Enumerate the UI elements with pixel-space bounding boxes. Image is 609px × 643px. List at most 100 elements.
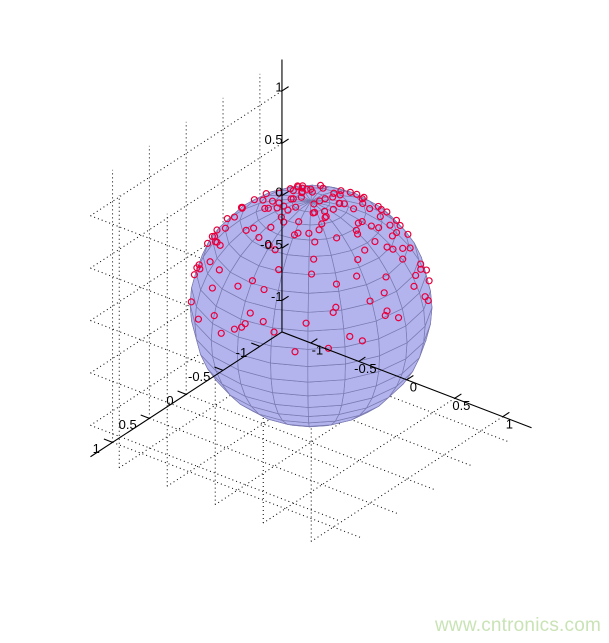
sphere-mesh-face [307,309,345,332]
scatter-point [187,298,195,306]
scatter-point [383,243,391,251]
scatter-point [383,307,391,315]
scatter-point [237,323,246,331]
scatter-point [302,319,310,327]
scatter-point [284,206,292,214]
z-tick-3-label: -0.5 [260,237,282,252]
scatter-point [389,245,397,253]
scatter-points-layer [187,181,433,356]
scatter-point [230,325,239,333]
x-tick-1-label: -0.5 [354,361,376,376]
x-tick-4-mark [502,411,510,418]
scatter-point [203,239,212,248]
scatter-point [337,187,345,195]
y-tick-0-mark [103,438,113,443]
scatter-point [352,226,360,234]
scatter-point [354,255,362,264]
sphere-mesh-face [277,271,310,294]
grid-line-wall-y-horz [90,215,341,312]
scatter-point [267,223,275,231]
scatter-point [216,241,224,249]
scatter-point [358,337,366,345]
y-tick-1-mark [140,414,150,419]
sphere-mesh-face [307,363,346,383]
scatter-point [289,187,297,195]
scatter-point [190,271,198,279]
scatter-point [361,246,369,254]
scatter-point [371,237,379,246]
scatter-point [340,200,348,208]
scatter-point [255,233,263,242]
scatter-point [221,224,230,232]
scatter-point [399,244,407,252]
scatter-point [410,282,418,290]
scatter-point [358,217,366,226]
grid-line-floor-y [112,441,363,539]
scatter-point [353,190,361,198]
scatter-point [332,280,341,288]
z-tick-2-label: 0 [275,184,282,199]
scatter-point [336,191,344,199]
scatter-point [366,204,374,213]
scatter-point [353,272,361,280]
scatter-point [294,183,302,191]
z-tick-0-label: 1 [275,80,282,95]
scatter-point [217,329,225,337]
z-tick-4-label: -1 [271,289,283,304]
axis-lines-layer [90,59,532,458]
scatter-point [265,241,273,249]
scatter-point [305,229,313,237]
scatter-point [242,226,250,234]
x-tick-0-label: -1 [312,343,324,358]
x-tick-2-mark [406,375,414,381]
y-tick-3-label: -0.5 [188,369,210,384]
scatter-point [392,228,401,237]
scatter-point [329,193,337,201]
scatter-point [386,221,394,229]
scatter-point [213,226,221,234]
scatter-point [329,308,337,317]
scatter-point [425,277,433,285]
scatter-point [358,195,366,203]
grid-line-wall-y-horz [90,372,341,470]
y-tick-4-label: -1 [236,345,248,360]
scatter-point [259,196,267,204]
scatter-point [277,213,285,221]
z-tick-2-mark [281,190,289,197]
sphere-mesh-face [272,308,309,332]
scatter-point [417,265,425,273]
scatter-point [230,213,239,221]
scatter-point [259,317,267,326]
grid-line-wall-y-horz [90,267,341,365]
scatter-point [298,188,306,196]
scatter-point [377,205,385,214]
scatter-point [307,270,316,278]
scatter-point [295,218,303,226]
grid-line-floor-y [149,417,400,515]
sphere-mesh-face [307,290,343,313]
y-tick-3-mark [214,366,224,371]
scatter-point [380,289,388,297]
scatter-point [208,284,216,292]
scatter-point [417,260,425,268]
grid-line-floor-y [186,393,436,491]
scatter-point [206,258,214,266]
scatter-point [294,229,302,237]
scatter-point [234,282,242,290]
scatter-point [359,199,367,208]
scatter-point [329,205,337,213]
x-tick-3-label: 0.5 [452,398,470,413]
scatter-point [353,230,362,238]
scatter-point [318,220,326,228]
scatter-point [349,205,358,213]
scatter-point [367,222,375,230]
scatter-point [330,189,338,197]
scatter-point [394,314,403,322]
z-tick-1-mark [281,138,289,144]
scatter-point [310,255,318,263]
scatter-point [406,244,414,252]
scatter-point [193,264,201,272]
scatter-point [404,230,412,238]
scatter-point [309,209,317,217]
y-tick-4-mark [251,342,261,347]
